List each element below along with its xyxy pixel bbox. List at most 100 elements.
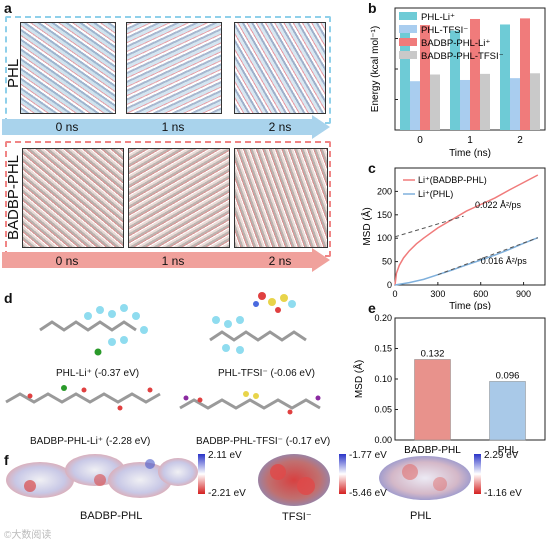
esp-scale-3-top: 2.29 eV (484, 450, 519, 461)
annotation-c-1: 0.016 Å²/ps (481, 256, 528, 266)
plot-frame-c (394, 167, 546, 286)
badbp-snapshot-2ns (234, 148, 328, 248)
series-line-c-1 (394, 237, 539, 286)
bar-b-2-1 (470, 18, 480, 131)
energy-bar-chart: 0 1 2 Time (ns) Energy (kcal mol⁻¹) PHL-Li⁺ PH… (370, 7, 546, 159)
y-tick-label-c: 50 (382, 257, 392, 267)
esp-scale-2-top: -1.77 eV (349, 450, 387, 461)
esp-maps (6, 454, 481, 506)
y-tick-label-c: 200 (377, 186, 392, 196)
x-tick-label-c: 0 (392, 289, 397, 299)
y-tick-label-e: 0.10 (374, 374, 392, 384)
esp-scale-1-bottom: -2.21 eV (208, 488, 246, 499)
x-axis-label-c: Time (ps) (449, 301, 491, 310)
badbp-time-1: 1 ns (161, 254, 185, 268)
x-tick-label-c: 300 (430, 289, 445, 299)
phl-time-1: 1 ns (161, 120, 185, 134)
bar-b-1-0 (410, 81, 420, 130)
esp-badbp-phl-surface (6, 454, 198, 498)
y-tick-label-e: 0.00 (374, 435, 392, 445)
badbp-snapshot-1ns (128, 148, 230, 248)
molecule-structures (5, 292, 321, 415)
msd-line-chart: 0 50 100 150 200 0 300 600 900 Li⁺(BADBP-PHL) Li⁺(… (360, 167, 546, 310)
badbp-snapshot-0ns (22, 148, 124, 248)
legend-label-b: PHL-TFSI⁻ (421, 25, 468, 36)
phl-time-0: 0 ns (55, 120, 79, 134)
badbp-phl-tfsi-molecule (179, 391, 321, 415)
x-tick-label-c: 900 (516, 289, 531, 299)
y-tick-label-c: 150 (377, 210, 392, 220)
phl-tfsi-molecule (209, 292, 307, 354)
phl-snapshot-2ns (234, 22, 326, 114)
legend-swatch-b (399, 51, 417, 59)
y-tick-label-c: 100 (377, 233, 392, 243)
bar-e-1 (489, 381, 526, 441)
esp-scale-bar-1 (198, 454, 205, 494)
watermark: ©大数阅读 (4, 530, 52, 541)
esp-label-badbp-phl: BADBP-PHL (80, 510, 143, 522)
bar-value-label-e: 0.096 (496, 370, 520, 381)
caption-badbp-phl-tfsi: BADBP-PHL-TFSI⁻ (-0.17 eV) (196, 436, 331, 447)
panel-label-f: f (4, 452, 9, 468)
phl-li-molecule (39, 304, 148, 356)
badbp-time-arrow (2, 248, 330, 272)
esp-scale-1-top: 2.11 eV (208, 450, 242, 461)
annotation-c-0: 0.022 Å²/ps (475, 200, 522, 210)
esp-scale-bar-3 (474, 454, 481, 494)
caption-phl-tfsi: PHL-TFSI⁻ (-0.06 eV) (218, 368, 315, 379)
phl-snapshot-1ns (126, 22, 222, 114)
x-tick-label-e: BADBP-PHL (404, 445, 461, 456)
y-tick-label-c: 0 (387, 280, 392, 290)
msd-bar-chart: 0.00 0.05 0.10 0.15 0.20 0.132 BADBP-PHL 0.096 P… (352, 313, 546, 456)
esp-scale-2-bottom: -5.46 eV (349, 488, 387, 499)
esp-scale-bar-2 (339, 454, 346, 494)
legend-swatch-b (399, 12, 417, 20)
legend-label-b: PHL-Li⁺ (421, 12, 455, 23)
panel-label-c: c (368, 160, 376, 176)
badbp-time-2: 2 ns (268, 254, 292, 268)
bar-b-1-1 (460, 79, 470, 130)
esp-label-phl: PHL (410, 510, 432, 522)
phl-snapshot-0ns (20, 22, 116, 114)
bar-e-0 (414, 359, 451, 441)
y-tick-label-e: 0.20 (374, 313, 392, 323)
phl-time-arrow (2, 115, 330, 139)
bar-value-label-e: 0.132 (421, 348, 445, 359)
y-axis-label-e: MSD (Å) (352, 360, 365, 398)
y-axis-label-b: Energy (kcal mol⁻¹) (370, 26, 381, 112)
panel-label-d: d (4, 290, 13, 306)
bar-b-0-0 (400, 31, 410, 130)
panel-label-e: e (368, 300, 376, 316)
bar-b-0-2 (500, 24, 510, 130)
badbp-phl-li-molecule (5, 385, 161, 411)
panel-label-a: a (4, 0, 12, 16)
caption-badbp-phl-li: BADBP-PHL-Li⁺ (-2.28 eV) (30, 436, 151, 447)
bar-b-1-2 (510, 78, 520, 130)
esp-scale-3-bottom: -1.16 eV (484, 488, 522, 499)
legend-label-b: BADBP-PHL-TFSI⁻ (421, 51, 504, 62)
y-axis-label-c: MSD (Å) (360, 207, 373, 245)
fit-line-phl (437, 237, 539, 276)
esp-phl-surface (379, 456, 471, 500)
legend-swatch-b (399, 38, 417, 46)
series-line-c-0 (394, 174, 539, 286)
esp-tfsi-surface (258, 454, 330, 506)
bar-b-3-2 (530, 73, 540, 130)
legend-label-c: Li⁺(PHL) (418, 189, 453, 199)
x-tick-label-c: 600 (473, 289, 488, 299)
x-tick-label-b: 1 (467, 135, 473, 146)
bar-b-2-0 (420, 25, 430, 130)
y-tick-label-e: 0.05 (374, 405, 392, 415)
y-tick-label-e: 0.15 (374, 344, 392, 354)
x-tick-label-b: 2 (517, 135, 523, 146)
phl-time-2: 2 ns (268, 120, 292, 134)
x-tick-label-e: PHL (498, 445, 518, 456)
caption-phl-li: PHL-Li⁺ (-0.37 eV) (56, 368, 140, 379)
legend-label-c: Li⁺(BADBP-PHL) (418, 175, 487, 185)
badbp-row-label: BADBP-PHL (5, 154, 22, 240)
esp-label-tfsi: TFSI⁻ (282, 511, 312, 523)
bar-b-3-0 (430, 74, 440, 130)
badbp-time-0: 0 ns (55, 254, 79, 268)
panel-label-b: b (368, 0, 377, 16)
x-axis-label-b: Time (ns) (449, 148, 491, 159)
